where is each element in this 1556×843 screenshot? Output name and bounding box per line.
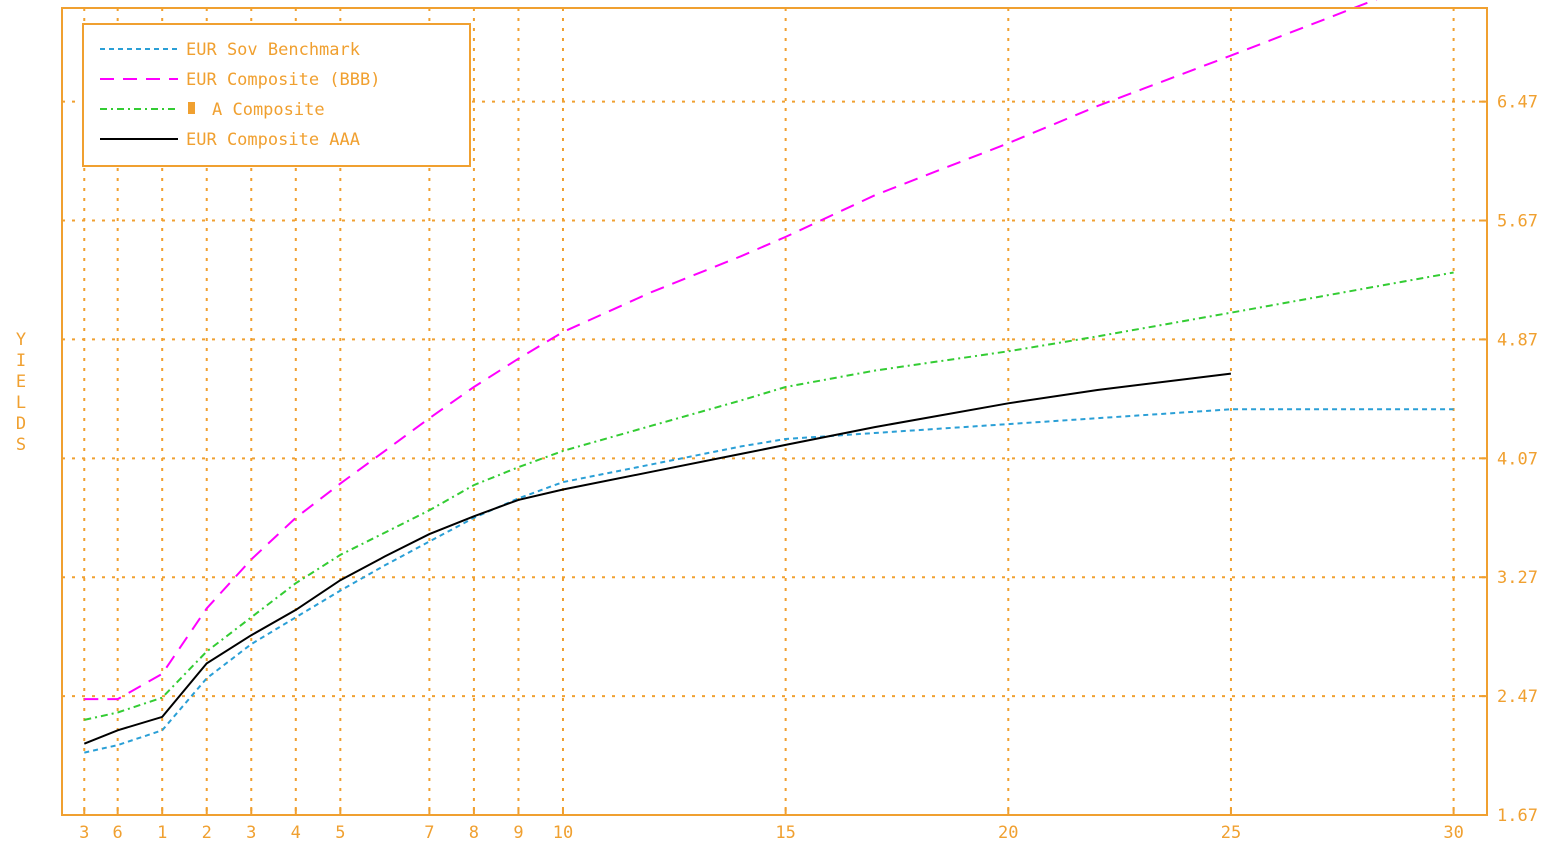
legend-marker-icon xyxy=(188,102,195,114)
x-tick-label: 3 xyxy=(79,823,89,843)
x-tick-label: 2 xyxy=(202,823,212,843)
legend-box xyxy=(82,23,471,167)
legend-entry-label: EUR Composite (BBB) xyxy=(186,70,380,90)
x-tick-label: 8 xyxy=(469,823,479,843)
series-line-1 xyxy=(84,0,1378,701)
legend: EUR Sov Benchmark EUR Composite (BBB) A Co… xyxy=(82,23,471,167)
x-tick-label: 30 xyxy=(1443,823,1463,843)
y-tick-label: 4.87 xyxy=(1497,330,1538,350)
x-tick-label: 6 xyxy=(113,823,123,843)
x-tick-labels: 3 6 1 2 3 4 5 7 8 9 10 15 20 25 30 xyxy=(79,823,1464,843)
legend-entry-label: EUR Sov Benchmark xyxy=(186,40,360,60)
x-tick-label: 7 xyxy=(424,823,434,843)
y-tick-label: 2.47 xyxy=(1497,687,1538,707)
plot-frame xyxy=(61,7,1488,816)
x-tick-label: 25 xyxy=(1221,823,1241,843)
x-tick-label: 10 xyxy=(553,823,573,843)
x-tick-label: 20 xyxy=(998,823,1018,843)
y-tick-label: 5.67 xyxy=(1497,212,1538,232)
x-tick-label: 15 xyxy=(775,823,795,843)
x-tick-label: 5 xyxy=(335,823,345,843)
x-tick-label: 1 xyxy=(157,823,167,843)
y-tick-label: 1.67 xyxy=(1497,806,1538,826)
y-tick-labels: 1.67 2.47 3.27 4.07 4.87 5.67 6.47 xyxy=(1497,93,1538,826)
series-line-3 xyxy=(83,372,1232,745)
y-tick-label: 3.27 xyxy=(1497,568,1538,588)
x-tick-label: 9 xyxy=(513,823,523,843)
series-line-2 xyxy=(84,271,1454,721)
x-tick-label: 3 xyxy=(246,823,256,843)
legend-entry-label: A Composite xyxy=(212,100,325,120)
grid-lines xyxy=(62,8,1487,816)
series-lines xyxy=(83,0,1454,754)
legend-entry-label: EUR Composite AAA xyxy=(186,130,360,150)
series-line-0 xyxy=(84,408,1454,754)
y-tick-label: 6.47 xyxy=(1497,93,1538,113)
y-tick-label: 4.07 xyxy=(1497,449,1538,469)
x-tick-label: 4 xyxy=(291,823,301,843)
